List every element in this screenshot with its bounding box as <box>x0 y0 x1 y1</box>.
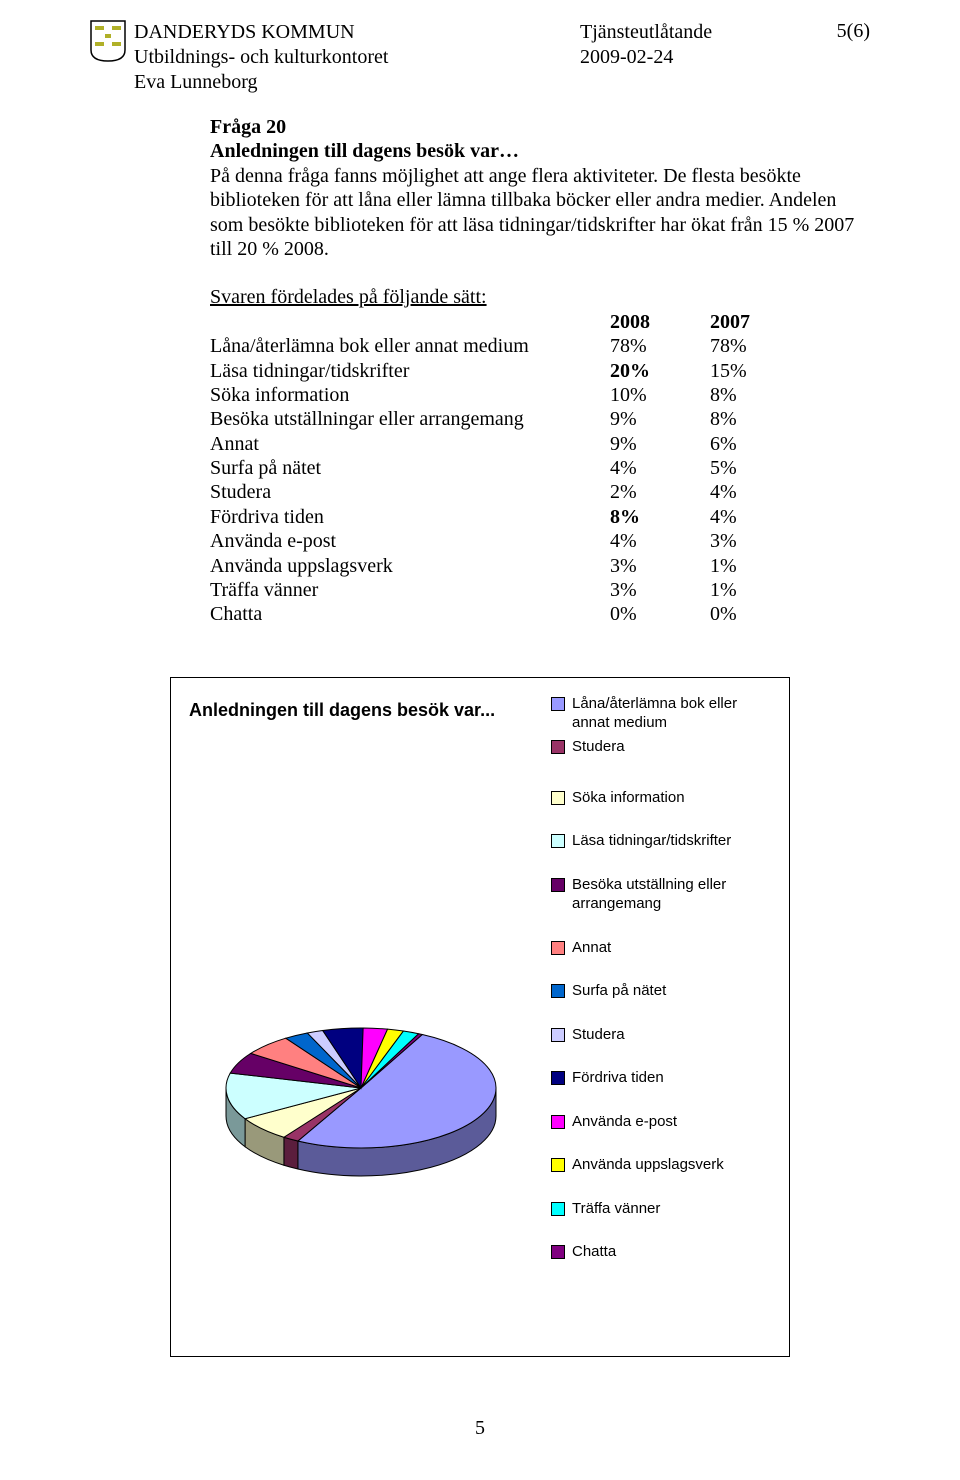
col-header-2008: 2008 <box>610 310 710 334</box>
legend-item: Annat <box>551 938 771 958</box>
legend-item: Besöka utställning eller arrangemang <box>551 875 771 914</box>
legend-item: Träffa vänner <box>551 1199 771 1219</box>
legend-item: Surfa på nätet <box>551 981 771 1001</box>
table-row: Chatta0%0% <box>210 602 870 626</box>
chart-legend: Låna/återlämna bok eller annat medium Stu… <box>551 694 771 761</box>
results-table: Svaren fördelades på följande sätt: 2008… <box>210 285 870 626</box>
legend-swatch <box>551 1071 565 1085</box>
legend-swatch <box>551 878 565 892</box>
col-header-2007: 2007 <box>710 310 790 334</box>
legend-label: Använda e-post <box>572 1112 677 1132</box>
legend-label: Söka information <box>572 788 685 808</box>
legend-swatch <box>551 791 565 805</box>
legend-item: Låna/återlämna bok eller annat medium <box>551 694 771 733</box>
legend-item: Chatta <box>551 1242 771 1262</box>
dept-name: Utbildnings- och kulturkontoret <box>134 45 580 70</box>
legend-item: Fördriva tiden <box>551 1068 771 1088</box>
doc-type: Tjänsteutlåtande <box>580 20 810 45</box>
legend-label: Läsa tidningar/tidskrifter <box>572 831 731 851</box>
legend-swatch <box>551 941 565 955</box>
legend-swatch <box>551 697 565 711</box>
legend-item: Använda uppslagsverk <box>551 1155 771 1175</box>
table-row: Söka information10%8% <box>210 383 870 407</box>
legend-label: Chatta <box>572 1242 616 1262</box>
legend-swatch <box>551 1202 565 1216</box>
legend-item: Använda e-post <box>551 1112 771 1132</box>
doc-date: 2009-02-24 <box>580 45 810 70</box>
table-row: Träffa vänner3%1% <box>210 578 870 602</box>
author-name: Eva Lunneborg <box>134 70 580 95</box>
table-row: Använda e-post4%3% <box>210 529 870 553</box>
chart-title: Anledningen till dagens besök var... <box>189 694 551 721</box>
table-row: Surfa på nätet4%5% <box>210 456 870 480</box>
table-row: Annat9%6% <box>210 432 870 456</box>
question-block: Fråga 20 Anledningen till dagens besök v… <box>210 115 870 261</box>
legend-swatch <box>551 1158 565 1172</box>
chart-container: Anledningen till dagens besök var... Lån… <box>170 677 790 1357</box>
page-indicator: 5(6) <box>810 20 870 43</box>
legend-label: Använda uppslagsverk <box>572 1155 724 1175</box>
legend-label: Studera <box>572 737 625 757</box>
legend-item: Studera <box>551 737 771 757</box>
org-name: DANDERYDS KOMMUN <box>134 20 580 45</box>
legend-swatch <box>551 1245 565 1259</box>
chart-legend-continued: Söka information Läsa tidningar/tidskrift… <box>551 768 771 1266</box>
legend-swatch <box>551 1115 565 1129</box>
question-label: Fråga 20 <box>210 116 286 138</box>
document-header: DANDERYDS KOMMUN Utbildnings- och kultur… <box>90 20 870 95</box>
legend-swatch <box>551 740 565 754</box>
legend-label: Studera <box>572 1025 625 1045</box>
legend-label: Annat <box>572 938 611 958</box>
legend-swatch <box>551 1028 565 1042</box>
table-row: Låna/återlämna bok eller annat medium78%… <box>210 334 870 358</box>
table-row: Besöka utställningar eller arrangemang9%… <box>210 407 870 431</box>
pie-chart <box>211 1018 511 1203</box>
legend-label: Träffa vänner <box>572 1199 660 1219</box>
legend-item: Söka information <box>551 788 771 808</box>
page-footer: 5 <box>90 1417 870 1440</box>
legend-item: Studera <box>551 1025 771 1045</box>
legend-item: Läsa tidningar/tidskrifter <box>551 831 771 851</box>
question-body: På denna fråga fanns möjlighet att ange … <box>210 165 854 260</box>
table-row: Studera2%4% <box>210 480 870 504</box>
municipality-logo <box>90 20 126 62</box>
table-intro: Svaren fördelades på följande sätt: <box>210 285 610 309</box>
question-title: Anledningen till dagens besök var… <box>210 140 519 162</box>
table-row: Läsa tidningar/tidskrifter20%15% <box>210 359 870 383</box>
legend-label: Låna/återlämna bok eller annat medium <box>572 694 771 733</box>
legend-label: Fördriva tiden <box>572 1068 664 1088</box>
legend-swatch <box>551 984 565 998</box>
table-row: Använda uppslagsverk3%1% <box>210 554 870 578</box>
legend-swatch <box>551 834 565 848</box>
table-row: Fördriva tiden8%4% <box>210 505 870 529</box>
legend-label: Surfa på nätet <box>572 981 666 1001</box>
legend-label: Besöka utställning eller arrangemang <box>572 875 771 914</box>
